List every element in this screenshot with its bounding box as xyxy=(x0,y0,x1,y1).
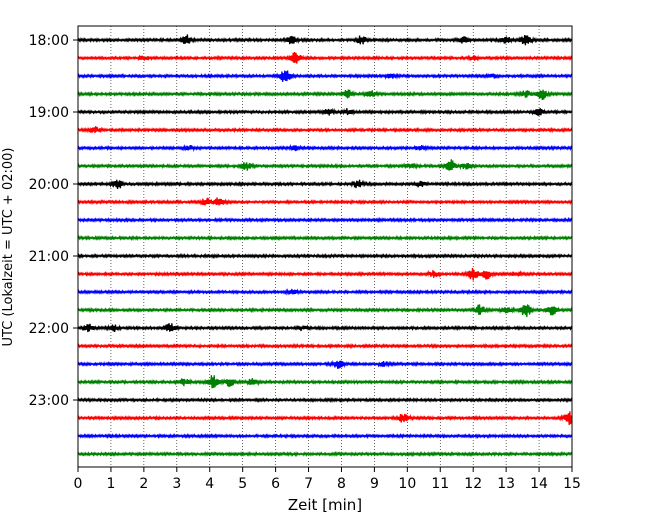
trace-2330 xyxy=(77,432,573,440)
trace-2200 xyxy=(77,323,573,333)
y-tick-label: 23:00 xyxy=(29,393,69,409)
y-tick-label: 21:00 xyxy=(29,249,69,265)
x-tick-label: 6 xyxy=(271,476,280,492)
trace-1845 xyxy=(77,89,573,101)
trace-2215 xyxy=(77,342,573,350)
x-tick-label: 13 xyxy=(497,476,515,492)
x-tick-label: 7 xyxy=(304,476,313,492)
x-axis-ticks: 0 1 2 3 4 5 6 7 8 9 10 11 12 13 14 15 xyxy=(74,467,581,492)
x-tick-label: 3 xyxy=(172,476,181,492)
x-tick-label: 8 xyxy=(337,476,346,492)
trace-2145 xyxy=(77,304,573,318)
trace-1930 xyxy=(77,143,573,153)
trace-2130 xyxy=(77,288,573,296)
y-tick-label: 20:00 xyxy=(29,177,69,193)
trace-2100 xyxy=(77,252,573,260)
x-tick-label: 5 xyxy=(238,476,247,492)
x-tick-label: 11 xyxy=(431,476,449,492)
y-tick-label: 22:00 xyxy=(29,321,69,337)
trace-1945 xyxy=(77,159,573,171)
x-tick-label: 0 xyxy=(74,476,83,492)
trace-1800 xyxy=(77,34,573,46)
x-tick-label: 12 xyxy=(464,476,482,492)
x-tick-label: 4 xyxy=(205,476,214,492)
x-tick-label: 1 xyxy=(106,476,115,492)
y-axis-label: UTC (Lokalzeit = UTC + 02:00) xyxy=(1,148,16,347)
x-tick-label: 15 xyxy=(563,476,581,492)
x-tick-label: 10 xyxy=(398,476,416,492)
x-tick-label: 2 xyxy=(139,476,148,492)
trace-2345 xyxy=(77,450,573,458)
y-tick-label: 18:00 xyxy=(29,33,69,49)
trace-2115 xyxy=(77,267,573,281)
trace-2315 xyxy=(77,411,573,425)
trace-1830 xyxy=(77,70,573,82)
y-tick-label: 19:00 xyxy=(29,105,69,121)
trace-2245 xyxy=(77,375,573,389)
plot-frame xyxy=(77,25,573,468)
trace-2045 xyxy=(77,234,573,242)
trace-2230 xyxy=(77,359,573,369)
seismogram-traces xyxy=(77,34,573,458)
trace-2000 xyxy=(77,179,573,190)
trace-2300 xyxy=(77,396,573,404)
trace-2030 xyxy=(77,216,573,224)
trace-1900 xyxy=(77,107,573,116)
x-tick-label: 14 xyxy=(530,476,548,492)
x-axis-label: Zeit [min] xyxy=(288,496,362,514)
trace-2015 xyxy=(77,197,573,206)
x-tick-label: 9 xyxy=(370,476,379,492)
trace-1815 xyxy=(77,51,573,64)
trace-1915 xyxy=(77,126,573,134)
y-axis-ticks: 18:00 19:00 20:00 21:00 22:00 23:00 xyxy=(29,33,78,409)
